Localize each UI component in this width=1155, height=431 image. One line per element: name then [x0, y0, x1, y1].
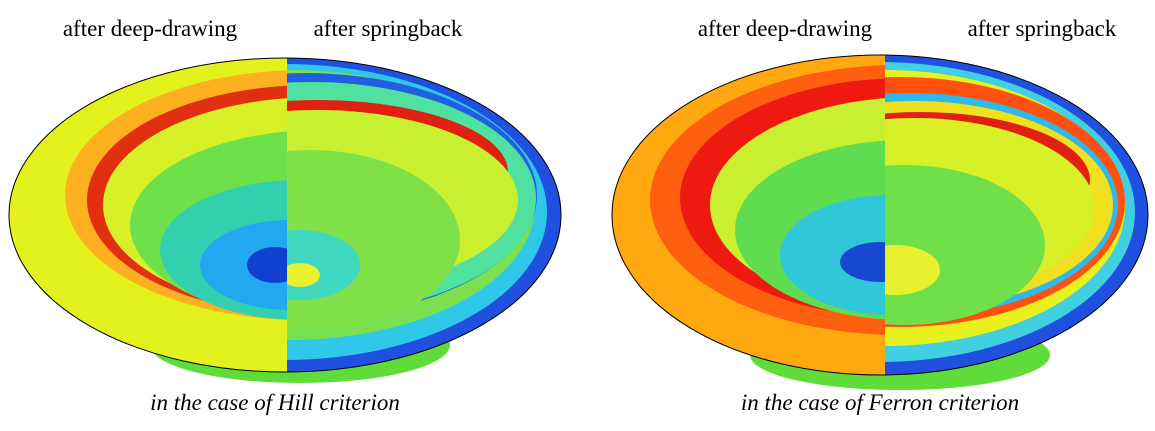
bowl-hill: [9, 58, 561, 383]
label-left: after deep-drawing: [63, 16, 238, 41]
label-right: after springback: [314, 16, 463, 41]
caption: in the case of Hill criterion: [150, 390, 400, 415]
bowl-ferron: [612, 55, 1150, 390]
label-left: after deep-drawing: [698, 16, 873, 41]
label-right: after springback: [968, 16, 1117, 41]
caption: in the case of Ferron criterion: [741, 390, 1019, 415]
figure: after deep-drawing after springback in t…: [0, 0, 1155, 431]
